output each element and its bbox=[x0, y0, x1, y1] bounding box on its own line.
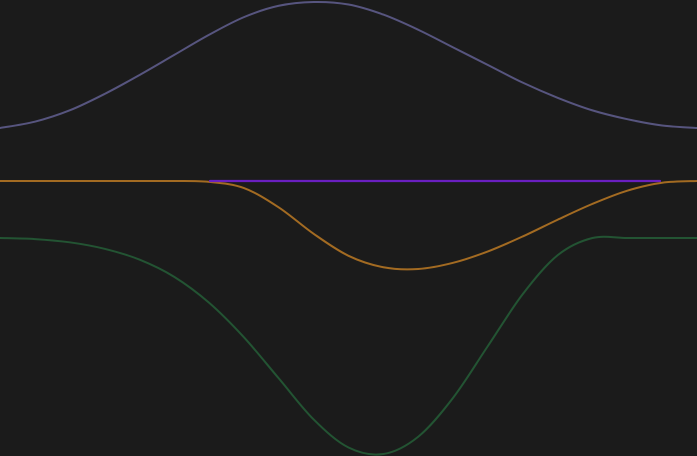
series-line-bell bbox=[0, 0, 697, 129]
series-line-dip-green bbox=[0, 235, 697, 456]
series-line-dip-orange bbox=[0, 179, 697, 271]
